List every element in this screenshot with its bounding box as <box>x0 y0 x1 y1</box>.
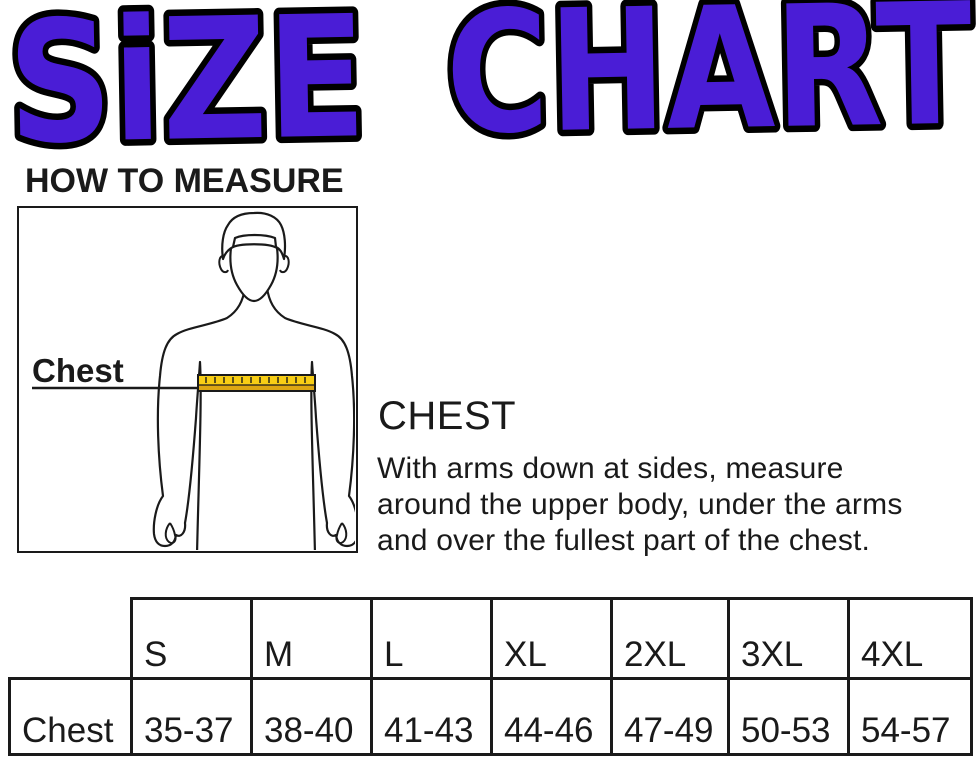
right-ear <box>279 254 290 274</box>
size-column-header-s: S <box>130 597 253 680</box>
size-column-header-xl: XL <box>490 597 613 680</box>
left-hand-curl <box>164 522 177 545</box>
chest-measurement-cell-2xl: 47-49 <box>610 677 730 756</box>
size-table-empty-corner <box>10 599 132 679</box>
chest-measurement-cell-xl: 44-46 <box>490 677 613 756</box>
chest-measurement-cell-l: 41-43 <box>370 677 493 756</box>
measuring-tape <box>197 374 316 392</box>
chest-description: With arms down at sides, measure around … <box>377 451 903 559</box>
chest-measurements-row: Chest 35-37 38-40 41-43 44-46 47-49 50-5… <box>8 677 973 756</box>
size-column-header-2xl: 2XL <box>610 597 730 680</box>
measurement-diagram: Chest <box>17 206 358 553</box>
tape-tick-marks <box>205 377 306 383</box>
chest-measurement-cell-s: 35-37 <box>130 677 253 756</box>
size-column-header-m: M <box>250 597 373 680</box>
title-word-size: SiZE <box>6 0 367 156</box>
left-ear <box>218 254 229 274</box>
size-column-header-4xl: 4XL <box>847 597 973 680</box>
chest-description-line: and over the fullest part of the chest. <box>377 524 871 557</box>
size-table: S M L XL 2XL 3XL 4XL Chest 35-37 38-40 4… <box>8 597 973 756</box>
male-torso-figure: Chest <box>32 211 355 550</box>
title-word-chart: CHART <box>444 0 973 156</box>
size-column-header-3xl: 3XL <box>727 597 850 680</box>
size-column-header-l: L <box>370 597 493 680</box>
chest-description-line: With arms down at sides, measure <box>377 452 844 485</box>
chest-measurement-cell-4xl: 54-57 <box>847 677 973 756</box>
right-hand-curl <box>335 522 348 545</box>
face <box>229 243 279 303</box>
chest-description-line: around the upper body, under the arms <box>377 488 903 521</box>
size-table-header-row: S M L XL 2XL 3XL 4XL <box>10 597 973 680</box>
torso-outline <box>152 286 355 550</box>
how-to-measure-heading: HOW TO MEASURE <box>25 162 344 200</box>
chest-diagram-label: Chest <box>32 352 124 389</box>
chest-row-label: Chest <box>8 677 133 756</box>
size-chart-title: SiZE CHART <box>0 0 978 156</box>
hair <box>221 211 287 261</box>
chest-section-heading: CHEST <box>378 394 517 438</box>
chest-measurement-cell-m: 38-40 <box>250 677 373 756</box>
chest-measurement-cell-3xl: 50-53 <box>727 677 850 756</box>
